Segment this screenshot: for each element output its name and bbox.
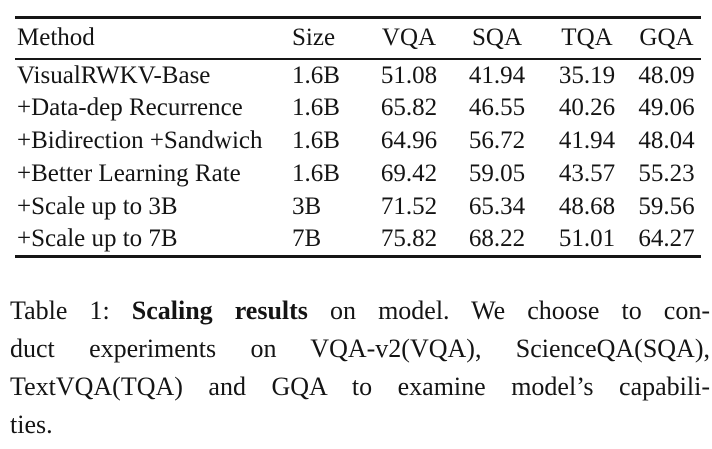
- table-body: VisualRWKV-Base 1.6B 51.08 41.94 35.19 4…: [15, 59, 701, 257]
- column-header-method: Method: [17, 24, 95, 52]
- table-row: VisualRWKV-Base 1.6B 51.08 41.94 35.19 4…: [15, 59, 701, 92]
- column-header-vqa: VQA: [381, 24, 437, 52]
- cell-tqa: 43.57: [558, 160, 616, 187]
- table-row: +Scale up to 7B 7B 75.82 68.22 51.01 64.…: [15, 224, 701, 257]
- cell-vqa: 65.82: [380, 94, 438, 121]
- cell-size: 1.6B: [292, 61, 340, 89]
- cell-vqa: 64.96: [380, 127, 438, 154]
- cell-vqa: 71.52: [380, 193, 438, 220]
- cell-size: 1.6B: [292, 94, 340, 121]
- caption-bold-title: Scaling results: [131, 296, 308, 325]
- cell-method: VisualRWKV-Base: [17, 61, 211, 89]
- cell-sqa: 65.34: [468, 193, 526, 220]
- table-row: +Better Learning Rate 1.6B 69.42 59.05 4…: [15, 158, 701, 191]
- column-header-gqa: GQA: [639, 24, 694, 52]
- cell-vqa: 75.82: [380, 225, 438, 253]
- column-header-size: Size: [292, 24, 336, 52]
- header-row: Method Size VQA SQA TQA GQA: [15, 18, 701, 59]
- cell-size: 1.6B: [292, 127, 340, 154]
- cell-size: 7B: [292, 225, 322, 253]
- table-caption: Table 1: Scaling results on model. We ch…: [10, 292, 710, 444]
- cell-vqa: 69.42: [380, 160, 438, 187]
- cell-tqa: 35.19: [558, 61, 616, 89]
- cell-gqa: 59.56: [638, 193, 695, 220]
- table-row: +Scale up to 3B 3B 71.52 65.34 48.68 59.…: [15, 191, 701, 224]
- cell-sqa: 56.72: [468, 127, 526, 154]
- table-row: +Data-dep Recurrence 1.6B 65.82 46.55 40…: [15, 92, 701, 125]
- cell-method: +Bidirection +Sandwich: [17, 127, 263, 154]
- cell-gqa: 55.23: [638, 160, 695, 187]
- caption-line-4: ties.: [10, 410, 53, 439]
- column-header-sqa: SQA: [471, 24, 522, 52]
- cell-sqa: 46.55: [468, 94, 526, 121]
- column-header-tqa: TQA: [561, 24, 613, 52]
- caption-line-1-rest: on model. We choose to con-: [307, 296, 710, 325]
- cell-size: 1.6B: [292, 160, 340, 187]
- cell-sqa: 41.94: [468, 61, 526, 89]
- table-row: +Bidirection +Sandwich 1.6B 64.96 56.72 …: [15, 125, 701, 158]
- caption-line-1: Table 1: Scaling results on model. We ch…: [10, 292, 710, 330]
- cell-method: +Data-dep Recurrence: [17, 94, 243, 121]
- cell-gqa: 48.04: [638, 127, 695, 154]
- cell-gqa: 64.27: [638, 225, 695, 253]
- cell-tqa: 51.01: [558, 225, 616, 253]
- cell-gqa: 48.09: [638, 61, 695, 89]
- cell-gqa: 49.06: [638, 94, 695, 121]
- cell-tqa: 41.94: [558, 127, 616, 154]
- cell-method: +Scale up to 3B: [17, 193, 178, 220]
- cell-tqa: 48.68: [558, 193, 616, 220]
- caption-label: Table 1:: [10, 296, 132, 325]
- cell-method: +Better Learning Rate: [17, 160, 241, 187]
- cell-sqa: 68.22: [468, 225, 526, 253]
- cell-size: 3B: [292, 193, 322, 220]
- cell-tqa: 40.26: [558, 94, 616, 121]
- scaling-results-table: Method Size VQA SQA TQA GQA VisualRWKV-B…: [15, 16, 701, 258]
- cell-method: +Scale up to 7B: [17, 225, 178, 253]
- cell-vqa: 51.08: [380, 61, 438, 89]
- caption-line-2: duct experiments on VQA-v2(VQA), Science…: [10, 334, 710, 363]
- caption-line-3: TextVQA(TQA) and GQA to examine model’s …: [10, 372, 710, 401]
- cell-sqa: 59.05: [468, 160, 526, 187]
- table-header: Method Size VQA SQA TQA GQA: [15, 18, 701, 59]
